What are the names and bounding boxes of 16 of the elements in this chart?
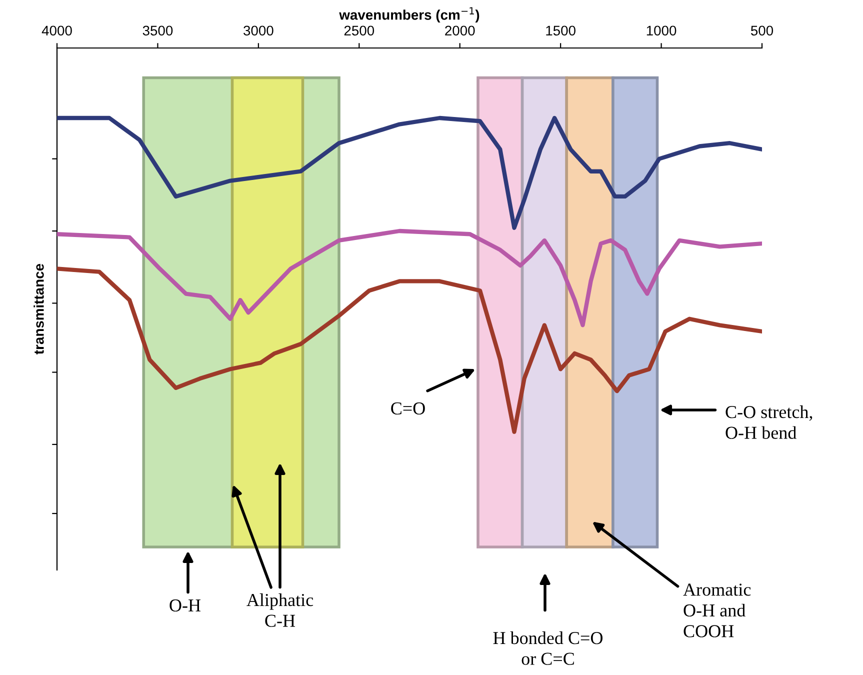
text: Aliphatic C-H <box>246 593 314 627</box>
x-tick-label: 3000 <box>244 26 274 36</box>
annotation: C-O stretch, O-H bend <box>726 405 812 439</box>
x-tick-label: 4000 <box>42 26 72 36</box>
text: H bonded C=O or C=C <box>493 631 602 665</box>
text: Aromatic O-H and COOH <box>683 584 751 638</box>
x-tick-label: 2500 <box>344 26 374 36</box>
x-axis-title: wavenumbers (cm$^{−1}$) <box>339 7 480 23</box>
x-tick-label: 1000 <box>646 26 676 36</box>
text: O-H <box>170 599 201 612</box>
x-tick-label: 2000 <box>445 26 475 36</box>
x-tick-label: 3500 <box>142 26 173 36</box>
y-axis-title: transmittance <box>34 264 44 354</box>
annotation: C=O <box>391 402 425 415</box>
x-tick-label: 500 <box>750 26 774 36</box>
x-tick-label: 1500 <box>546 26 576 36</box>
